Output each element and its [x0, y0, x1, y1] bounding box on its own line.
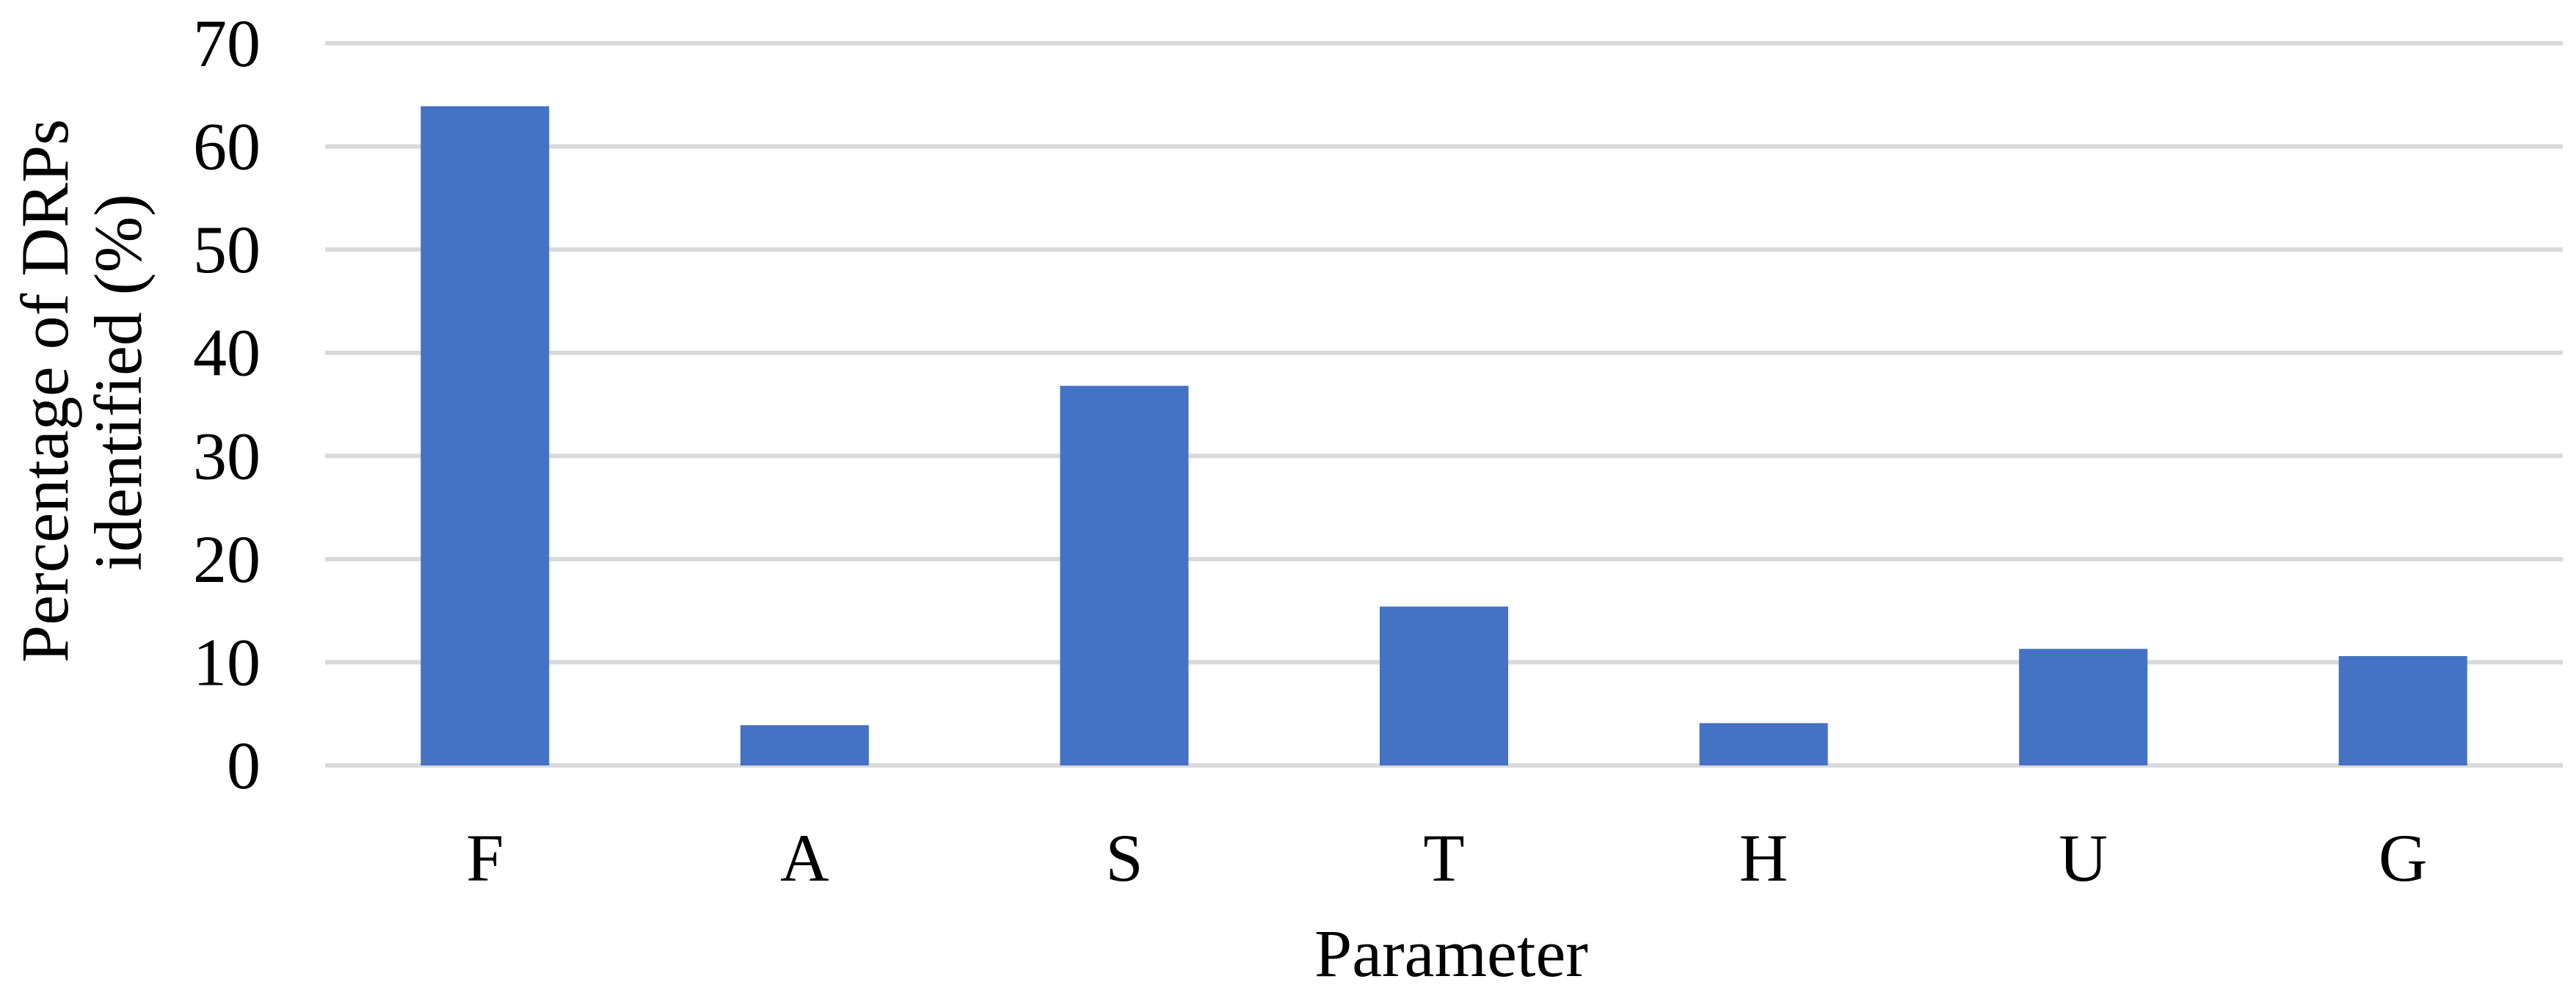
- bar-T: [1380, 606, 1508, 765]
- bars: [421, 106, 2467, 766]
- bar-F: [421, 106, 550, 766]
- bar-U: [2019, 649, 2148, 765]
- gridlines: [325, 41, 2563, 768]
- x-category-label: F: [466, 820, 503, 895]
- y-tick-label: 70: [193, 6, 261, 81]
- y-axis-title-line-2: identified (%): [81, 194, 156, 570]
- bar-A: [740, 725, 869, 765]
- x-category-label: S: [1105, 820, 1143, 895]
- x-category-label: T: [1423, 820, 1464, 895]
- y-axis-title-line-1: Percentage of DRPs: [7, 119, 82, 663]
- y-tick-label: 40: [193, 316, 261, 390]
- y-tick-label: 60: [193, 109, 261, 184]
- y-tick-label: 0: [227, 728, 261, 803]
- x-category-label: A: [780, 820, 829, 895]
- y-axis-title: Percentage of DRPs identified (%): [7, 102, 156, 663]
- x-axis-title: Parameter: [1314, 916, 1588, 991]
- x-category-label: G: [2379, 820, 2427, 895]
- bar-G: [2338, 655, 2467, 765]
- y-tick-label: 10: [193, 625, 261, 699]
- x-category-label: H: [1739, 820, 1788, 895]
- bar-H: [1699, 723, 1828, 765]
- bar-S: [1060, 385, 1189, 765]
- y-tick-label: 20: [193, 522, 261, 597]
- y-axis-ticks: 0 10 20 30 40 50 60 70: [193, 6, 261, 803]
- y-tick-label: 30: [193, 418, 261, 493]
- y-tick-label: 50: [193, 212, 261, 287]
- x-category-label: U: [2059, 820, 2107, 895]
